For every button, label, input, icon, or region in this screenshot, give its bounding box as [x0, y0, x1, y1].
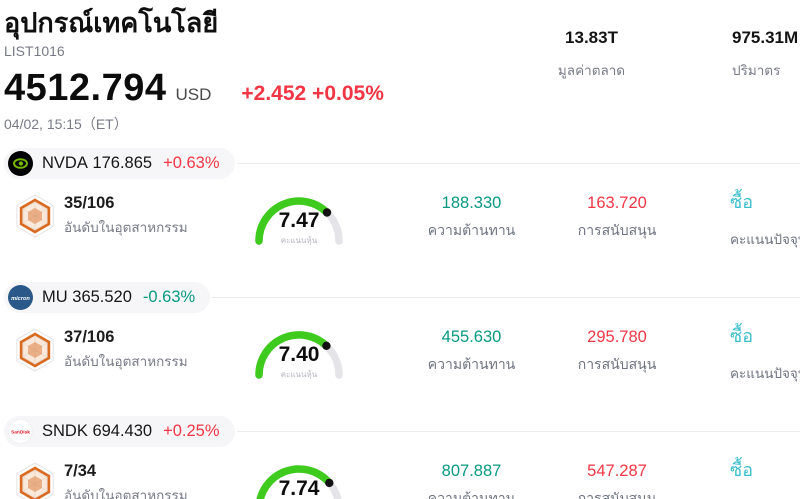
stock-symbol-price: SNDK 694.430 — [42, 421, 153, 440]
industry-rank-block: 7/34 อันดับในอุตสาหกรรม — [12, 459, 188, 499]
score-value: 7.74 — [278, 477, 320, 499]
index-timestamp: 04/02, 15:15（ET） — [4, 116, 128, 132]
rank-value: 37/106 — [64, 328, 115, 346]
rank-label: อันดับในอุตสาหกรรม — [64, 354, 188, 369]
radar-hexagon-icon — [16, 462, 54, 499]
stock-pill-row: NVDA 176.865 +0.63% — [4, 147, 800, 179]
stock-change: +0.63% — [163, 153, 220, 172]
industry-rank-block: 37/106 อันดับในอุตสาหกรรม — [12, 325, 188, 375]
score-gauge: 7.40 คะแนนหุ้น — [247, 321, 357, 393]
resistance-column: 807.887 ความต้านทาน — [394, 462, 549, 499]
signal-label: คะแนนปัจจุบัน — [730, 366, 800, 381]
stock-row-mu: micron MU 365.520 -0.63% 37/106 อันดับใน… — [4, 281, 800, 402]
stat-volume: 975.31M ปริมาตร — [732, 28, 800, 81]
nvidia-logo-icon — [8, 150, 33, 176]
sandisk-logo-icon: SanDisk — [8, 418, 33, 444]
stock-pill-mu[interactable]: micron MU 365.520 -0.63% — [4, 281, 211, 313]
svg-text:SanDisk: SanDisk — [11, 429, 30, 435]
support-column: 295.780 การสนับสนุน — [542, 328, 692, 376]
market-cap-value: 13.83T — [565, 28, 618, 47]
stock-row-content: 37/106 อันดับในอุตสาหกรรม 7.40 คะแนนหุ้น… — [4, 313, 800, 402]
score-value: 7.40 — [278, 343, 320, 366]
score-gauge: 7.47 คะแนนหุ้น — [247, 187, 357, 259]
signal-column: ซื้อ คะแนนปัจจุบัน — [730, 455, 800, 499]
buy-signal: ซื้อ — [730, 192, 754, 212]
score-gauge: 7.74 คะแนนหุ้น — [247, 455, 357, 499]
support-value: 163.720 — [587, 194, 647, 212]
rank-label: อันดับในอุตสาหกรรม — [64, 488, 188, 499]
resistance-label: ความต้านทาน — [427, 356, 516, 372]
resistance-column: 455.630 ความต้านทาน — [394, 328, 549, 376]
buy-signal: ซื้อ — [730, 460, 754, 480]
rank-value: 35/106 — [64, 194, 115, 212]
stock-pill-row: SanDisk SNDK 694.430 +0.25% — [4, 415, 800, 447]
radar-hexagon-icon — [16, 328, 54, 372]
stock-symbol-price: NVDA 176.865 — [42, 153, 153, 172]
svg-text:micron: micron — [11, 295, 30, 301]
rank-text: 35/106 อันดับในอุตสาหกรรม — [64, 194, 188, 238]
score-label: คะแนนหุ้น — [280, 370, 318, 379]
rank-value: 7/34 — [64, 462, 97, 480]
gauge-arc-icon — [255, 197, 343, 245]
industry-rank-block: 35/106 อันดับในอุตสาหกรรม — [12, 191, 188, 241]
stock-row-nvda: NVDA 176.865 +0.63% 35/106 อันดับในอุตสา… — [4, 147, 800, 268]
volume-value: 975.31M — [732, 28, 799, 47]
score-value: 7.47 — [278, 209, 320, 232]
resistance-value: 455.630 — [441, 328, 502, 346]
index-change: +2.452 +0.05% — [241, 82, 384, 105]
radar-hexagon-icon — [16, 194, 54, 238]
score-label: คะแนนหุ้น — [280, 236, 318, 245]
resistance-column: 188.330 ความต้านทาน — [394, 194, 549, 242]
support-column: 163.720 การสนับสนุน — [542, 194, 692, 242]
stock-row-sndk: SanDisk SNDK 694.430 +0.25% 7/34 อันดับใ… — [4, 415, 800, 499]
rank-text: 37/106 อันดับในอุตสาหกรรม — [64, 328, 188, 372]
stock-row-content: 7/34 อันดับในอุตสาหกรรม 7.74 คะแนนหุ้น 8… — [4, 447, 800, 499]
rank-text: 7/34 อันดับในอุตสาหกรรม — [64, 462, 188, 499]
stock-change: +0.25% — [163, 421, 220, 440]
micron-logo-icon: micron — [8, 284, 33, 310]
buy-signal: ซื้อ — [730, 326, 754, 346]
stock-change: -0.63% — [142, 287, 196, 306]
stock-pill-row: micron MU 365.520 -0.63% — [4, 281, 800, 313]
support-label: การสนับสนุน — [577, 222, 657, 238]
index-price: 4512.794 — [4, 67, 167, 109]
resistance-label: ความต้านทาน — [427, 490, 516, 499]
signal-column: ซื้อ คะแนนปัจจุบัน — [730, 187, 800, 250]
stock-symbol-price: MU 365.520 — [42, 287, 132, 306]
volume-label: ปริมาตร — [732, 63, 781, 78]
page-title: อุปกรณ์เทคโนโลยี — [4, 8, 219, 38]
gauge-arc-icon — [255, 331, 343, 379]
row-divider — [236, 162, 800, 164]
resistance-value: 807.887 — [441, 462, 502, 480]
resistance-label: ความต้านทาน — [427, 222, 516, 238]
support-value: 295.780 — [587, 328, 647, 346]
row-divider — [236, 430, 800, 432]
rank-label: อันดับในอุตสาหกรรม — [64, 220, 188, 235]
header: อุปกรณ์เทคโนโลยี LIST1016 4512.794 USD +… — [4, 6, 800, 134]
support-value: 547.287 — [587, 462, 647, 480]
signal-column: ซื้อ คะแนนปัจจุบัน — [730, 321, 800, 384]
resistance-value: 188.330 — [441, 194, 502, 212]
index-price-row: 4512.794 USD +2.452 +0.05% — [4, 67, 800, 110]
stock-pill-nvda[interactable]: NVDA 176.865 +0.63% — [4, 147, 235, 179]
support-label: การสนับสนุน — [577, 490, 657, 499]
stat-market-cap: 13.83T มูลค่าตลาด — [544, 28, 639, 81]
stock-row-content: 35/106 อันดับในอุตสาหกรรม 7.47 คะแนนหุ้น… — [4, 179, 800, 268]
index-code: LIST1016 — [4, 43, 65, 59]
signal-label: คะแนนปัจจุบัน — [730, 232, 800, 247]
gauge-arc-icon — [256, 465, 342, 499]
support-column: 547.287 การสนับสนุน — [542, 462, 692, 499]
market-cap-label: มูลค่าตลาด — [557, 63, 626, 78]
support-label: การสนับสนุน — [577, 356, 657, 372]
index-currency: USD — [175, 85, 212, 104]
row-divider — [212, 296, 800, 298]
stock-pill-sndk[interactable]: SanDisk SNDK 694.430 +0.25% — [4, 415, 235, 447]
